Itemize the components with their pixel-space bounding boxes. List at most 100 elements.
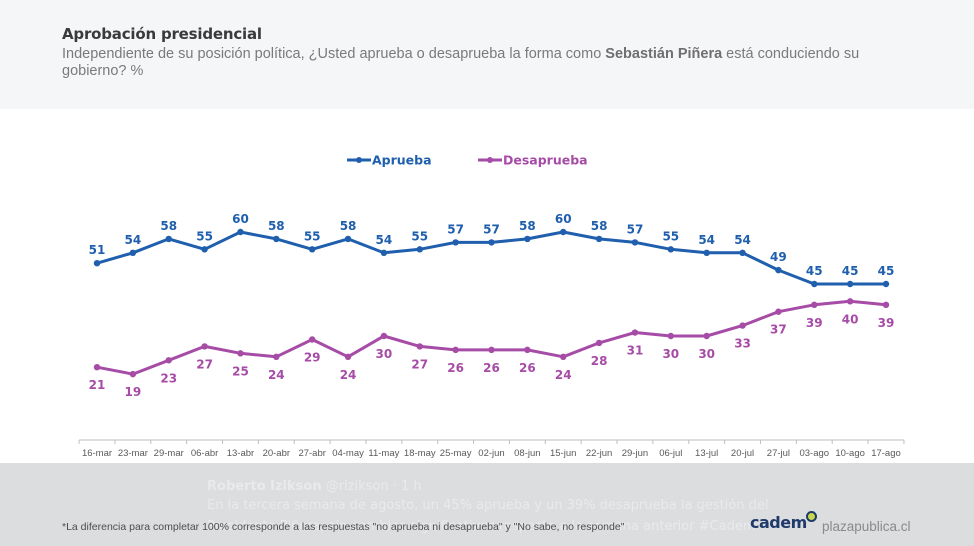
data-point-desaprueba: [811, 301, 818, 308]
data-point-aprueba: [201, 246, 208, 253]
data-point-aprueba: [703, 249, 710, 256]
x-tick-label: 08-jun: [514, 448, 540, 459]
x-tick-label: 27-abr: [298, 448, 325, 459]
x-tick-label: 23-mar: [118, 448, 148, 459]
x-tick-label: 17-ago: [871, 448, 901, 459]
data-point-aprueba: [488, 239, 495, 246]
data-label-aprueba: 58: [268, 219, 285, 233]
data-label-aprueba: 60: [555, 212, 572, 226]
x-tick-label: 20-abr: [263, 448, 290, 459]
overlay-tweet-line: Presidente Piñera, sin cambios significa…: [207, 519, 756, 534]
data-point-aprueba: [93, 260, 101, 267]
chart-legend: Aprueba Desaprueba: [347, 153, 588, 168]
data-point-aprueba: [560, 228, 567, 236]
data-label-aprueba: 58: [591, 219, 608, 233]
data-point-aprueba: [739, 249, 746, 256]
x-tick-label: 29-mar: [154, 448, 184, 459]
data-label-aprueba: 55: [196, 229, 213, 243]
data-label-aprueba: 57: [483, 222, 500, 236]
x-tick-label: 22-jun: [586, 448, 612, 459]
data-label-desaprueba: 24: [555, 368, 572, 382]
data-label-desaprueba: 39: [878, 316, 895, 330]
data-label-desaprueba: 26: [483, 361, 500, 375]
x-tick-label: 13-jul: [695, 448, 718, 459]
x-tick-label: 29-jun: [622, 448, 648, 459]
data-label-desaprueba: 30: [376, 347, 393, 361]
x-tick-label: 10-ago: [835, 448, 865, 459]
data-label-desaprueba: 21: [89, 378, 106, 392]
data-point-aprueba: [882, 280, 890, 288]
data-point-aprueba: [631, 239, 639, 246]
page-subtitle: Independiente de su posición política, ¿…: [62, 46, 862, 80]
data-point-desaprueba: [129, 370, 137, 378]
footnote: *La diferencia para completar 100% corre…: [62, 521, 625, 533]
x-axis: 16-mar 23-mar 29-mar 06-abr 13-abr 20-abr 27-a…: [78, 439, 905, 459]
legend-marker-aprueba: [356, 157, 362, 163]
logo-text: cadem: [750, 513, 807, 532]
data-label-aprueba: 58: [519, 219, 536, 233]
data-label-aprueba: 45: [806, 264, 823, 278]
legend-label-aprueba: Aprueba: [372, 153, 432, 168]
x-tick-label: 06-jul: [659, 448, 682, 459]
data-label-desaprueba: 29: [304, 350, 321, 364]
data-label-aprueba: 54: [734, 233, 751, 247]
data-point-desaprueba: [560, 353, 567, 360]
data-label-desaprueba: 30: [698, 347, 715, 361]
data-label-aprueba: 58: [340, 219, 357, 233]
data-point-aprueba: [344, 235, 352, 243]
data-label-desaprueba: 27: [411, 357, 428, 371]
data-label-desaprueba: 19: [125, 385, 142, 399]
overlay-handle: @rizikson · 1 h: [325, 479, 422, 494]
data-point-desaprueba: [308, 336, 316, 343]
chart-series: 51 54 58 55 60 58 55 58 54 55 57 57 58 60 58 57 55 54 54 49…: [89, 212, 895, 399]
data-label-desaprueba: 26: [519, 361, 536, 375]
x-tick-label: 20-jul: [731, 448, 754, 459]
data-point-aprueba: [380, 249, 388, 256]
data-label-aprueba: 54: [698, 233, 715, 247]
data-label-aprueba: 57: [447, 222, 464, 236]
x-tick-label: 16-mar: [82, 448, 112, 459]
data-point-aprueba: [237, 228, 244, 236]
data-label-desaprueba: 24: [268, 368, 285, 382]
data-point-aprueba: [667, 246, 675, 253]
data-point-desaprueba: [416, 343, 423, 350]
chart-area: Aprueba Desaprueba 16-mar 23-mar 29-mar 06-a…: [0, 109, 974, 463]
data-label-desaprueba: 28: [591, 354, 608, 368]
cadem-logo: cadem: [750, 511, 817, 539]
data-point-aprueba: [416, 246, 423, 253]
x-tick-label: 18-may: [404, 448, 436, 459]
data-point-desaprueba: [667, 332, 675, 340]
x-tick-label: 04-may: [332, 448, 364, 459]
overlay-tweet-header: Roberto Izikson @rizikson · 1 h: [207, 479, 422, 494]
x-tick-label: 11-may: [368, 448, 399, 459]
data-point-desaprueba: [524, 346, 531, 354]
data-label-desaprueba: 33: [734, 337, 751, 351]
x-tick-label: 27-jul: [767, 448, 790, 459]
x-tick-label: 25-may: [440, 448, 472, 459]
data-point-desaprueba: [201, 343, 208, 350]
x-tick-label: 02-jun: [478, 448, 504, 459]
data-point-desaprueba: [739, 322, 746, 329]
data-point-aprueba: [811, 280, 818, 288]
legend-label-desaprueba: Desaprueba: [503, 153, 588, 168]
data-point-desaprueba: [631, 329, 639, 336]
data-label-aprueba: 54: [125, 233, 142, 247]
data-label-aprueba: 55: [304, 229, 321, 243]
data-point-aprueba: [165, 235, 172, 243]
overlay-author: Roberto Izikson: [207, 479, 322, 494]
x-tick-label: 15-jun: [550, 448, 576, 459]
data-point-aprueba: [524, 235, 531, 243]
data-point-desaprueba: [93, 364, 101, 371]
data-label-aprueba: 55: [662, 229, 679, 243]
data-point-desaprueba: [380, 332, 388, 340]
data-point-desaprueba: [488, 346, 495, 354]
site-credit: plazapublica.cl: [822, 519, 911, 534]
line-chart: Aprueba Desaprueba 16-mar 23-mar 29-mar 06-a…: [78, 153, 905, 459]
data-point-aprueba: [129, 249, 137, 256]
overlay-tweet-line: En la tercera semana de agosto, un 45% a…: [207, 498, 769, 513]
x-tick-label: 03-ago: [799, 448, 829, 459]
x-tick-label: 06-abr: [191, 448, 218, 459]
subtitle-text-end: está conduciendo su gobierno? %: [62, 46, 860, 79]
data-label-aprueba: 54: [376, 233, 393, 247]
data-label-aprueba: 60: [232, 212, 249, 226]
